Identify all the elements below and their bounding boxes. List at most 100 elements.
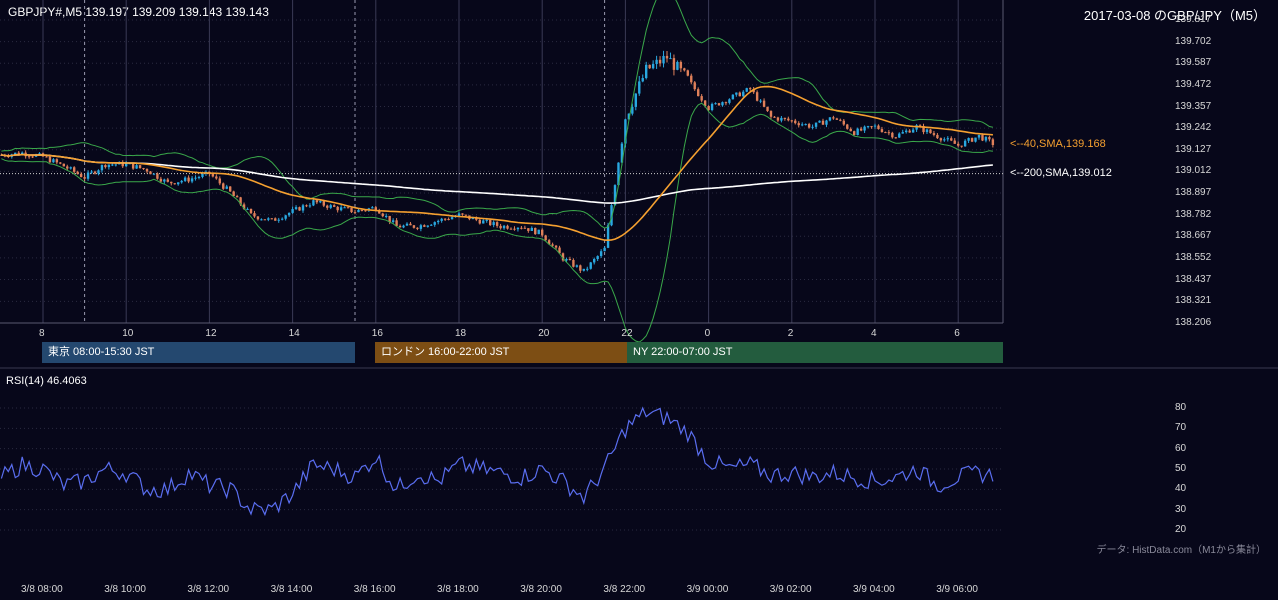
candle-body	[932, 133, 936, 135]
candle-body	[988, 137, 991, 140]
candle-body	[794, 120, 797, 124]
time-tick-label: 10	[122, 328, 134, 339]
candle-body	[801, 124, 804, 126]
candle-body	[329, 205, 332, 208]
candle-body	[963, 140, 967, 147]
candle-body	[482, 220, 485, 224]
candle-body	[163, 179, 166, 182]
candle-body	[66, 166, 69, 169]
candle-body	[950, 138, 953, 141]
candle-body	[596, 256, 599, 260]
candle-body	[742, 91, 745, 97]
price-tick-label: 138.206	[1175, 317, 1212, 328]
candle-body	[142, 168, 145, 170]
candlestick-layer	[0, 50, 995, 274]
candle-body	[936, 134, 939, 139]
candle-body	[322, 201, 325, 206]
candle-body	[215, 176, 218, 179]
candle-body	[724, 102, 728, 104]
candle-body	[489, 219, 492, 226]
candle-body	[780, 117, 783, 121]
candle-body	[669, 58, 672, 60]
candle-body	[353, 212, 357, 214]
candle-body	[790, 120, 793, 122]
candle-body	[974, 137, 977, 142]
candle-body	[256, 216, 260, 220]
candle-body	[478, 219, 481, 224]
candle-body	[187, 177, 190, 182]
candle-body	[929, 129, 932, 134]
candle-body	[901, 132, 904, 134]
candle-body	[568, 258, 572, 260]
candle-body	[343, 207, 346, 209]
candle-body	[755, 92, 759, 101]
price-tick-label: 138.782	[1175, 208, 1212, 220]
bollinger-lower-line	[1, 102, 993, 343]
candle-body	[509, 228, 513, 230]
candle-body	[398, 225, 402, 228]
candle-body	[14, 152, 17, 155]
time-tick-label: 4	[871, 328, 877, 339]
candle-body	[450, 217, 454, 220]
candle-body	[603, 247, 606, 252]
candle-body	[918, 125, 922, 127]
time-tick-label-lower: 3/8 08:00	[21, 584, 63, 595]
candle-body	[870, 126, 873, 128]
candle-body	[97, 170, 100, 174]
candle-body	[627, 113, 631, 120]
candle-body	[776, 117, 780, 121]
candle-body	[655, 59, 658, 65]
bollinger-layer	[1, 0, 993, 343]
candle-body	[416, 227, 419, 229]
candle-body	[45, 156, 48, 158]
candle-body	[464, 214, 468, 216]
candle-body	[582, 268, 585, 271]
candle-body	[853, 131, 856, 136]
candle-body	[915, 125, 918, 130]
candle-body	[177, 182, 180, 185]
candle-body	[277, 219, 280, 221]
price-tick-label: 139.127	[1175, 143, 1212, 155]
candle-body	[62, 163, 65, 167]
candle-body	[17, 152, 20, 155]
candle-body	[249, 208, 253, 214]
candle-body	[298, 207, 301, 211]
candle-body	[565, 258, 568, 261]
candle-body	[884, 132, 887, 134]
candle-body	[339, 207, 343, 211]
candle-body	[433, 222, 436, 225]
candle-body	[662, 55, 665, 64]
session-ny: NY 22:00-07:00 JST	[627, 342, 1003, 363]
candle-body	[898, 133, 901, 138]
time-tick-label-lower: 3/8 14:00	[270, 584, 313, 595]
rsi-layer	[0, 406, 994, 517]
candle-body	[315, 200, 319, 203]
rsi-tick-label: 30	[1175, 503, 1187, 515]
candle-body	[471, 217, 475, 220]
candle-body	[21, 152, 24, 155]
candle-body	[880, 129, 884, 133]
candle-body	[825, 120, 828, 125]
candle-body	[703, 100, 707, 107]
candle-body	[638, 81, 641, 94]
candle-body	[905, 130, 908, 133]
candle-body	[232, 191, 235, 197]
candle-body	[513, 228, 516, 230]
candle-body	[159, 178, 163, 182]
candle-body	[641, 78, 644, 82]
candle-body	[613, 185, 617, 206]
candle-body	[693, 82, 696, 90]
sma-layer	[1, 85, 993, 242]
candle-body	[305, 205, 308, 207]
candle-body	[894, 137, 897, 139]
candle-body	[364, 210, 367, 212]
candle-body	[863, 126, 866, 131]
candle-body	[83, 177, 86, 179]
candle-body	[787, 118, 790, 121]
candle-body	[977, 134, 981, 138]
candle-body	[856, 128, 859, 136]
candle-body	[842, 120, 845, 125]
candle-body	[235, 196, 239, 198]
candle-body	[887, 132, 891, 134]
candle-body	[326, 205, 329, 208]
